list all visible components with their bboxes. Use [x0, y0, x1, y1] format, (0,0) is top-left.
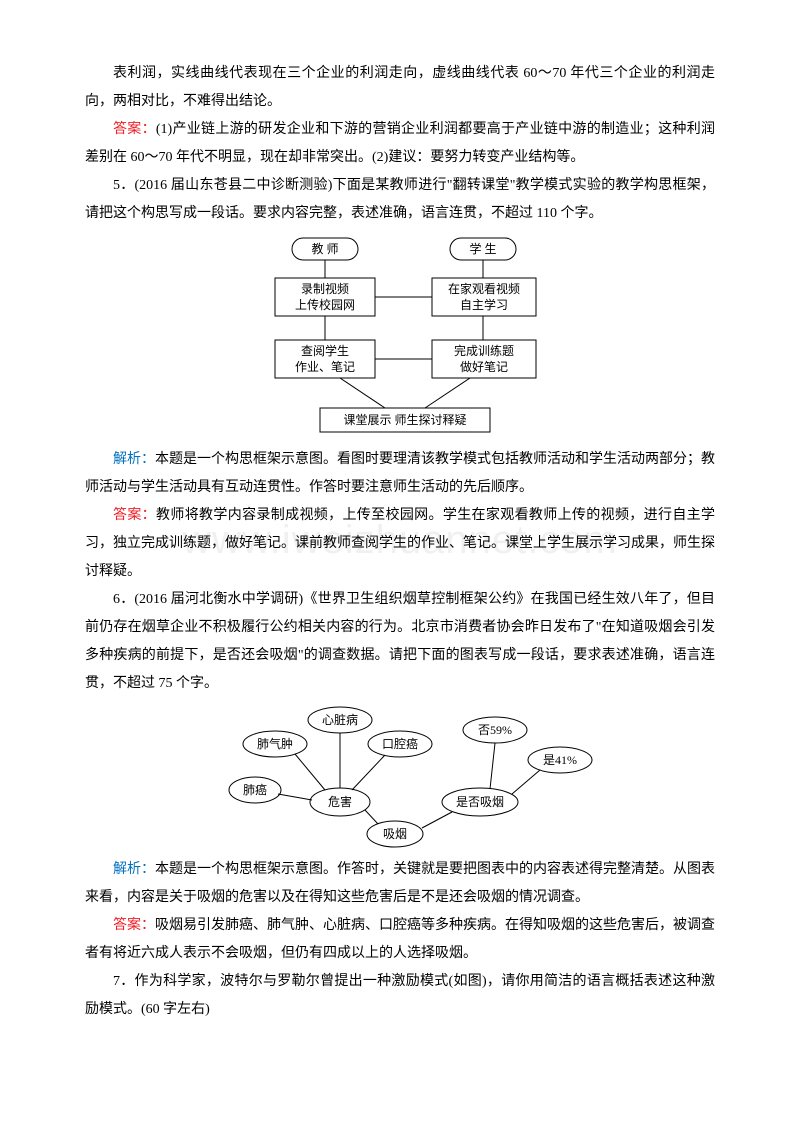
d2-no: 否59%: [478, 723, 512, 737]
d1-b5: 课堂展示 师生探讨释疑: [343, 412, 466, 427]
answer-label: 答案：: [113, 122, 156, 137]
d2-smoke: 吸烟: [383, 827, 407, 841]
d1-b3a: 查阅学生: [301, 343, 349, 358]
answer-5: 答案：教师将教学内容录制成视频，上传至校园网。学生在家观看教师上传的视频，进行自…: [85, 502, 715, 586]
d1-b2b: 自主学习: [460, 297, 508, 312]
answer-label: 答案：: [113, 508, 156, 523]
analysis-text: 本题是一个构思框架示意图。作答时，关键就是要把图表中的内容表述得完整清楚。从图表…: [85, 862, 715, 905]
diagram-5-wrap: 教 师 学 生 录制视频 上传校园网 在家观看视频 自主学习 查阅学生 作业、笔…: [85, 232, 715, 442]
d1-b2a: 在家观看视频: [448, 281, 520, 296]
diagram-5: 教 师 学 生 录制视频 上传校园网 在家观看视频 自主学习 查阅学生 作业、笔…: [220, 232, 580, 442]
d1-b4a: 完成训练题: [454, 343, 514, 358]
d2-oral: 口腔癌: [382, 736, 418, 751]
d2-lung: 肺癌: [243, 782, 267, 797]
question-5: 5．(2016 届山东苍县二中诊断测验)下面是某教师进行"翻转课堂"教学模式实验…: [85, 172, 715, 228]
answer-label: 答案：: [113, 918, 155, 933]
analysis-6: 解析：本题是一个构思框架示意图。作答时，关键就是要把图表中的内容表述得完整清楚。…: [85, 856, 715, 912]
analysis-5: 解析：本题是一个构思框架示意图。看图时要理清该教学模式包括教师活动和学生活动两部…: [85, 446, 715, 502]
d2-emph: 肺气肿: [257, 736, 293, 751]
question-6: 6．(2016 届河北衡水中学调研)《世界卫生组织烟草控制框架公约》在我国已经生…: [85, 586, 715, 698]
analysis-label: 解析：: [113, 452, 155, 467]
answer-text: 吸烟易引发肺癌、肺气肿、心脏病、口腔癌等多种疾病。在得知吸烟的这些危害后，被调查…: [85, 918, 715, 961]
d1-student: 学 生: [469, 241, 496, 256]
d2-harm: 危害: [328, 794, 352, 809]
answer-text: (1)产业链上游的研发企业和下游的营销企业利润都要高于产业链中游的制造业；这种利…: [85, 122, 715, 165]
question-7: 7．作为科学家，波特尔与罗勒尔曾提出一种激励模式(如图)，请你用简洁的语言概括表…: [85, 968, 715, 1024]
d1-b3b: 作业、笔记: [295, 359, 355, 374]
d1-teacher: 教 师: [311, 241, 338, 256]
answer-text: 教师将教学内容录制成视频，上传至校园网。学生在家观看教师上传的视频，进行自主学习…: [85, 508, 715, 579]
analysis-text: 本题是一个构思框架示意图。看图时要理清该教学模式包括教师活动和学生活动两部分；教…: [85, 452, 715, 495]
analysis-label: 解析：: [113, 862, 155, 877]
d2-heart: 心脏病: [322, 712, 358, 727]
d1-b1a: 录制视频: [301, 281, 349, 296]
diagram-6: 心脏病 肺气肿 口腔癌 肺癌 危害 吸烟 是否吸烟 否59% 是41%: [200, 702, 600, 852]
diagram-6-wrap: 心脏病 肺气肿 口腔癌 肺癌 危害 吸烟 是否吸烟 否59% 是41%: [85, 702, 715, 852]
answer-1: 答案：(1)产业链上游的研发企业和下游的营销企业利润都要高于产业链中游的制造业；…: [85, 116, 715, 172]
d2-yes: 是41%: [543, 753, 577, 767]
d1-b1b: 上传校园网: [295, 297, 355, 312]
answer-6: 答案：吸烟易引发肺癌、肺气肿、心脏病、口腔癌等多种疾病。在得知吸烟的这些危害后，…: [85, 912, 715, 968]
paragraph-continuation: 表利润，实线曲线代表现在三个企业的利润走向，虚线曲线代表 60～70 年代三个企…: [85, 60, 715, 116]
d1-b4b: 做好笔记: [460, 359, 508, 374]
d2-whether: 是否吸烟: [456, 795, 504, 809]
